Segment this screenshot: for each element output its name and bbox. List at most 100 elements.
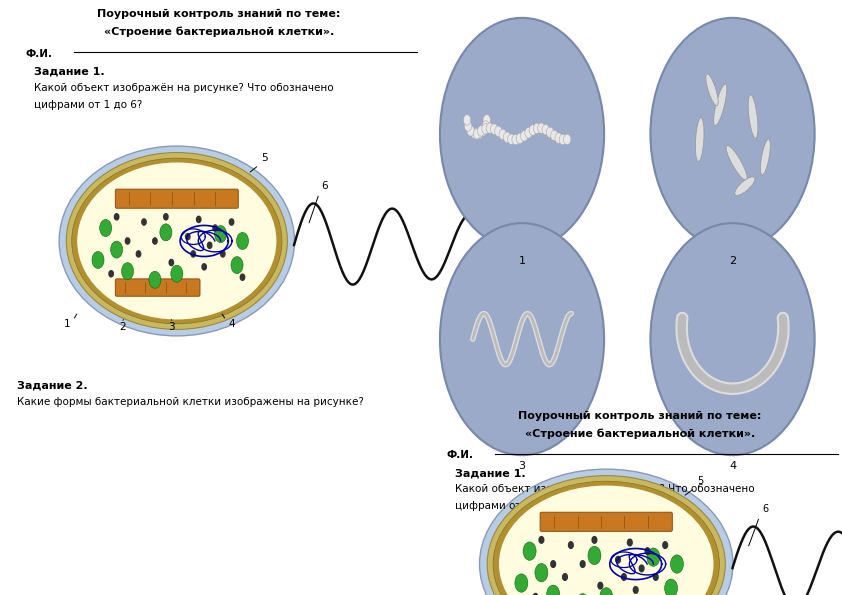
Circle shape — [490, 124, 498, 134]
Circle shape — [645, 548, 650, 555]
Text: 3: 3 — [168, 322, 174, 332]
Circle shape — [600, 588, 613, 595]
Circle shape — [467, 126, 474, 136]
Ellipse shape — [77, 162, 276, 320]
Ellipse shape — [493, 481, 719, 595]
Circle shape — [440, 18, 605, 250]
Text: Задание 1.: Задание 1. — [34, 67, 104, 77]
Circle shape — [121, 262, 134, 280]
Circle shape — [125, 238, 130, 244]
Circle shape — [110, 241, 123, 258]
Circle shape — [616, 556, 621, 563]
Circle shape — [633, 587, 638, 593]
Circle shape — [546, 127, 554, 137]
Circle shape — [525, 127, 532, 138]
Text: 6: 6 — [322, 181, 328, 191]
Text: «Строение бактериальной клетки».: «Строение бактериальной клетки». — [104, 27, 334, 37]
Circle shape — [653, 574, 658, 580]
Circle shape — [171, 265, 183, 282]
Circle shape — [141, 219, 147, 225]
Ellipse shape — [760, 139, 770, 175]
Text: Какие формы бактериальной клетки изображены на рисунке?: Какие формы бактериальной клетки изображ… — [17, 397, 364, 408]
Circle shape — [215, 226, 226, 243]
Text: Задание 1.: Задание 1. — [455, 468, 525, 478]
Circle shape — [663, 541, 668, 549]
Circle shape — [99, 220, 112, 237]
Text: Какой объект изображён на рисунке? Что обозначено: Какой объект изображён на рисунке? Что о… — [34, 83, 333, 93]
Text: 3: 3 — [519, 461, 525, 471]
Circle shape — [512, 134, 520, 145]
Circle shape — [551, 560, 556, 568]
Circle shape — [471, 129, 478, 139]
Circle shape — [551, 130, 558, 140]
Text: Ф.И.: Ф.И. — [25, 49, 52, 59]
Text: 6: 6 — [762, 505, 769, 514]
Circle shape — [588, 546, 601, 565]
Circle shape — [627, 539, 632, 546]
Circle shape — [473, 129, 481, 139]
Text: 5: 5 — [261, 153, 268, 163]
Circle shape — [515, 574, 528, 592]
Circle shape — [495, 126, 502, 137]
FancyBboxPatch shape — [115, 189, 238, 208]
Circle shape — [476, 129, 482, 139]
Circle shape — [482, 124, 489, 134]
Circle shape — [237, 233, 248, 249]
Circle shape — [136, 251, 141, 257]
Text: Какой объект изображён на рисунке? Что обозначено: Какой объект изображён на рисунке? Что о… — [455, 484, 754, 494]
Circle shape — [523, 542, 536, 560]
Circle shape — [559, 134, 567, 145]
Circle shape — [115, 214, 119, 220]
Circle shape — [580, 560, 585, 568]
Circle shape — [185, 234, 190, 240]
Circle shape — [598, 583, 603, 589]
Circle shape — [191, 251, 195, 257]
Circle shape — [639, 565, 644, 572]
Text: 1: 1 — [519, 256, 525, 266]
Circle shape — [504, 132, 511, 143]
Circle shape — [520, 131, 528, 141]
FancyBboxPatch shape — [541, 512, 672, 531]
Text: 4: 4 — [729, 461, 736, 471]
Text: Поурочный контроль знаний по теме:: Поурочный контроль знаний по теме: — [97, 9, 341, 19]
Text: Поурочный контроль знаний по теме:: Поурочный контроль знаний по теме: — [518, 411, 762, 421]
Circle shape — [542, 124, 549, 135]
Circle shape — [464, 121, 472, 131]
Text: Ф.И.: Ф.И. — [446, 450, 473, 461]
Ellipse shape — [488, 475, 725, 595]
Circle shape — [207, 242, 212, 248]
Text: 2: 2 — [119, 322, 125, 332]
Circle shape — [169, 259, 173, 265]
Circle shape — [562, 574, 568, 580]
Ellipse shape — [72, 158, 282, 324]
Text: «Строение бактериальной клетки».: «Строение бактериальной клетки». — [525, 428, 755, 439]
Circle shape — [650, 18, 815, 250]
Text: 1: 1 — [64, 320, 71, 329]
Circle shape — [563, 134, 571, 145]
Text: 2: 2 — [729, 256, 736, 266]
Circle shape — [196, 217, 201, 223]
Circle shape — [482, 121, 489, 131]
Text: 5: 5 — [697, 476, 704, 486]
Circle shape — [477, 126, 485, 136]
FancyBboxPatch shape — [115, 279, 200, 296]
Circle shape — [149, 271, 161, 289]
Circle shape — [568, 541, 573, 549]
Circle shape — [202, 264, 206, 270]
Circle shape — [576, 594, 589, 595]
Circle shape — [650, 223, 815, 455]
Ellipse shape — [735, 177, 755, 195]
Circle shape — [621, 574, 626, 580]
Circle shape — [533, 123, 541, 134]
Ellipse shape — [695, 118, 704, 162]
Circle shape — [486, 123, 493, 133]
Circle shape — [213, 225, 217, 231]
Circle shape — [483, 115, 490, 125]
Circle shape — [516, 133, 524, 143]
Circle shape — [479, 126, 487, 136]
Circle shape — [592, 537, 597, 543]
Circle shape — [529, 125, 536, 135]
Circle shape — [555, 133, 562, 143]
Circle shape — [546, 585, 560, 595]
Circle shape — [508, 134, 515, 145]
